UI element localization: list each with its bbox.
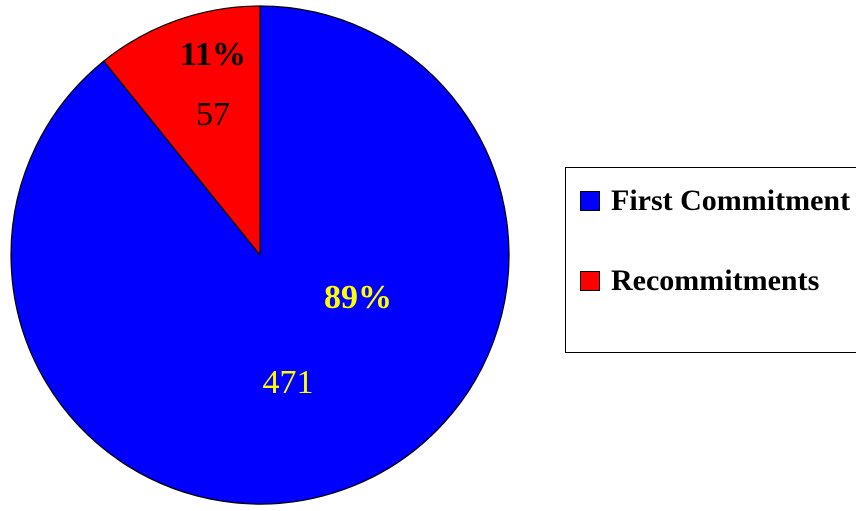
legend-swatch-recommitments	[580, 271, 600, 291]
legend-label: Recommitments	[611, 264, 820, 297]
legend-item-first-commitment: First Commitment	[580, 182, 851, 220]
data-label-value: 471	[263, 364, 314, 401]
legend-item-recommitments: Recommitments	[580, 262, 851, 300]
pie-slice-recommitments	[102, 5, 261, 257]
legend: First Commitment Recommitments	[565, 167, 856, 353]
data-label-percent: 89%	[324, 279, 392, 316]
legend-label: First Commitment	[611, 184, 851, 217]
data-label-percent: 11%	[180, 36, 246, 73]
legend-swatch-first-commitment	[580, 191, 600, 211]
data-label-value: 57	[196, 96, 230, 133]
